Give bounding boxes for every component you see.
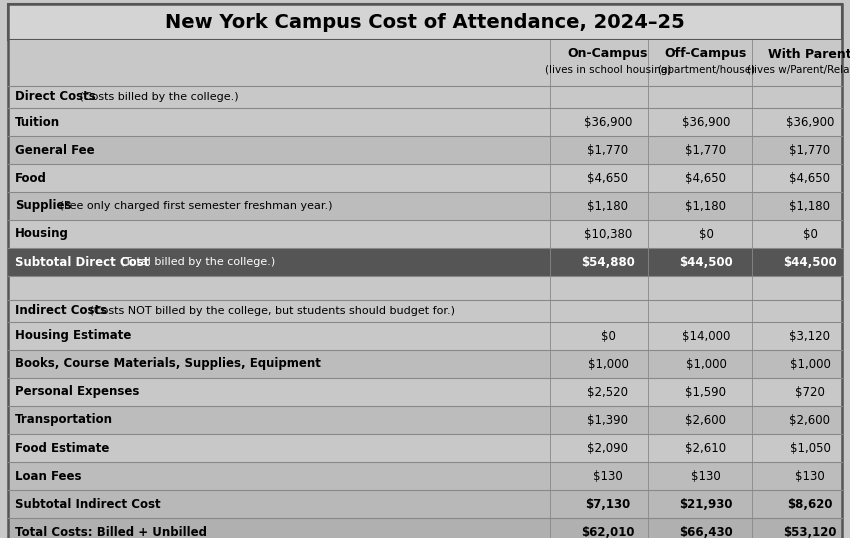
Text: Total Costs: Billed + Unbilled: Total Costs: Billed + Unbilled xyxy=(15,526,207,538)
Text: $36,900: $36,900 xyxy=(584,116,632,129)
Bar xyxy=(8,220,842,248)
Text: (apartment/house): (apartment/house) xyxy=(657,65,755,75)
Text: $7,130: $7,130 xyxy=(586,498,631,511)
Text: $1,180: $1,180 xyxy=(587,200,628,213)
Text: Housing Estimate: Housing Estimate xyxy=(15,329,132,343)
Text: $53,120: $53,120 xyxy=(783,526,836,538)
Text: $1,180: $1,180 xyxy=(685,200,727,213)
Text: $2,520: $2,520 xyxy=(587,386,628,399)
Text: $2,610: $2,610 xyxy=(685,442,727,455)
Text: $10,380: $10,380 xyxy=(584,228,632,240)
Bar xyxy=(8,322,842,350)
Bar xyxy=(8,192,842,220)
Text: $54,880: $54,880 xyxy=(581,256,635,268)
Text: $4,650: $4,650 xyxy=(790,172,830,185)
Text: (Total billed by the college.): (Total billed by the college.) xyxy=(117,257,275,267)
Text: $44,500: $44,500 xyxy=(783,256,837,268)
Text: $4,650: $4,650 xyxy=(685,172,727,185)
Text: $130: $130 xyxy=(691,470,721,483)
Text: $1,000: $1,000 xyxy=(587,357,628,371)
Text: $8,620: $8,620 xyxy=(787,498,833,511)
Text: Books, Course Materials, Supplies, Equipment: Books, Course Materials, Supplies, Equip… xyxy=(15,357,320,371)
Bar xyxy=(8,136,842,164)
Bar xyxy=(8,276,842,300)
Text: Transportation: Transportation xyxy=(15,414,113,427)
Text: (lives w/Parent/Relative): (lives w/Parent/Relative) xyxy=(747,65,850,75)
Text: $14,000: $14,000 xyxy=(682,329,730,343)
Text: $1,180: $1,180 xyxy=(790,200,830,213)
Text: $36,900: $36,900 xyxy=(785,116,834,129)
Bar xyxy=(8,518,842,538)
Bar xyxy=(8,86,842,108)
Text: $1,390: $1,390 xyxy=(587,414,628,427)
Text: $66,430: $66,430 xyxy=(679,526,733,538)
Bar xyxy=(8,434,842,462)
Text: $1,770: $1,770 xyxy=(685,144,727,157)
Bar xyxy=(8,164,842,192)
Text: $1,000: $1,000 xyxy=(790,357,830,371)
Bar xyxy=(8,108,842,136)
Text: $0: $0 xyxy=(601,329,615,343)
Text: $2,600: $2,600 xyxy=(790,414,830,427)
Bar xyxy=(8,300,842,322)
Text: New York Campus Cost of Attendance, 2024–25: New York Campus Cost of Attendance, 2024… xyxy=(165,12,685,32)
Text: Loan Fees: Loan Fees xyxy=(15,470,82,483)
Text: $21,930: $21,930 xyxy=(679,498,733,511)
Text: $1,050: $1,050 xyxy=(790,442,830,455)
Text: Direct Costs: Direct Costs xyxy=(15,90,96,103)
Text: $1,770: $1,770 xyxy=(587,144,628,157)
Bar xyxy=(8,350,842,378)
Text: $36,900: $36,900 xyxy=(682,116,730,129)
Text: $720: $720 xyxy=(795,386,825,399)
Text: $44,500: $44,500 xyxy=(679,256,733,268)
Bar xyxy=(8,406,842,434)
Text: (Costs billed by the college.): (Costs billed by the college.) xyxy=(76,92,239,102)
Text: Housing: Housing xyxy=(15,228,69,240)
Text: $4,650: $4,650 xyxy=(587,172,628,185)
Text: Food: Food xyxy=(15,172,47,185)
Text: (lives in school housing): (lives in school housing) xyxy=(545,65,672,75)
Text: Tuition: Tuition xyxy=(15,116,60,129)
Text: $0: $0 xyxy=(699,228,713,240)
Text: $1,590: $1,590 xyxy=(685,386,727,399)
Text: $1,770: $1,770 xyxy=(790,144,830,157)
Bar xyxy=(8,490,842,518)
Text: (Costs NOT billed by the college, but students should budget for.): (Costs NOT billed by the college, but st… xyxy=(87,306,456,316)
Bar xyxy=(8,378,842,406)
Bar xyxy=(8,4,842,40)
Text: (Fee only charged first semester freshman year.): (Fee only charged first semester freshma… xyxy=(56,201,332,211)
Text: Personal Expenses: Personal Expenses xyxy=(15,386,139,399)
Text: $130: $130 xyxy=(593,470,623,483)
Text: $2,090: $2,090 xyxy=(587,442,628,455)
Text: $62,010: $62,010 xyxy=(581,526,635,538)
Text: $3,120: $3,120 xyxy=(790,329,830,343)
Bar xyxy=(8,40,842,86)
Text: $0: $0 xyxy=(802,228,818,240)
Text: Food Estimate: Food Estimate xyxy=(15,442,110,455)
Text: $130: $130 xyxy=(795,470,824,483)
Text: On-Campus: On-Campus xyxy=(568,47,649,60)
Text: With Parent: With Parent xyxy=(768,47,850,60)
Text: $1,000: $1,000 xyxy=(686,357,727,371)
Text: $2,600: $2,600 xyxy=(685,414,727,427)
Bar xyxy=(8,248,842,276)
Text: General Fee: General Fee xyxy=(15,144,94,157)
Text: Subtotal Indirect Cost: Subtotal Indirect Cost xyxy=(15,498,161,511)
Text: Supplies: Supplies xyxy=(15,200,71,213)
Text: Off-Campus: Off-Campus xyxy=(665,47,747,60)
Text: Indirect Costs: Indirect Costs xyxy=(15,305,107,317)
Text: Subtotal Direct Cost: Subtotal Direct Cost xyxy=(15,256,150,268)
Bar xyxy=(8,462,842,490)
